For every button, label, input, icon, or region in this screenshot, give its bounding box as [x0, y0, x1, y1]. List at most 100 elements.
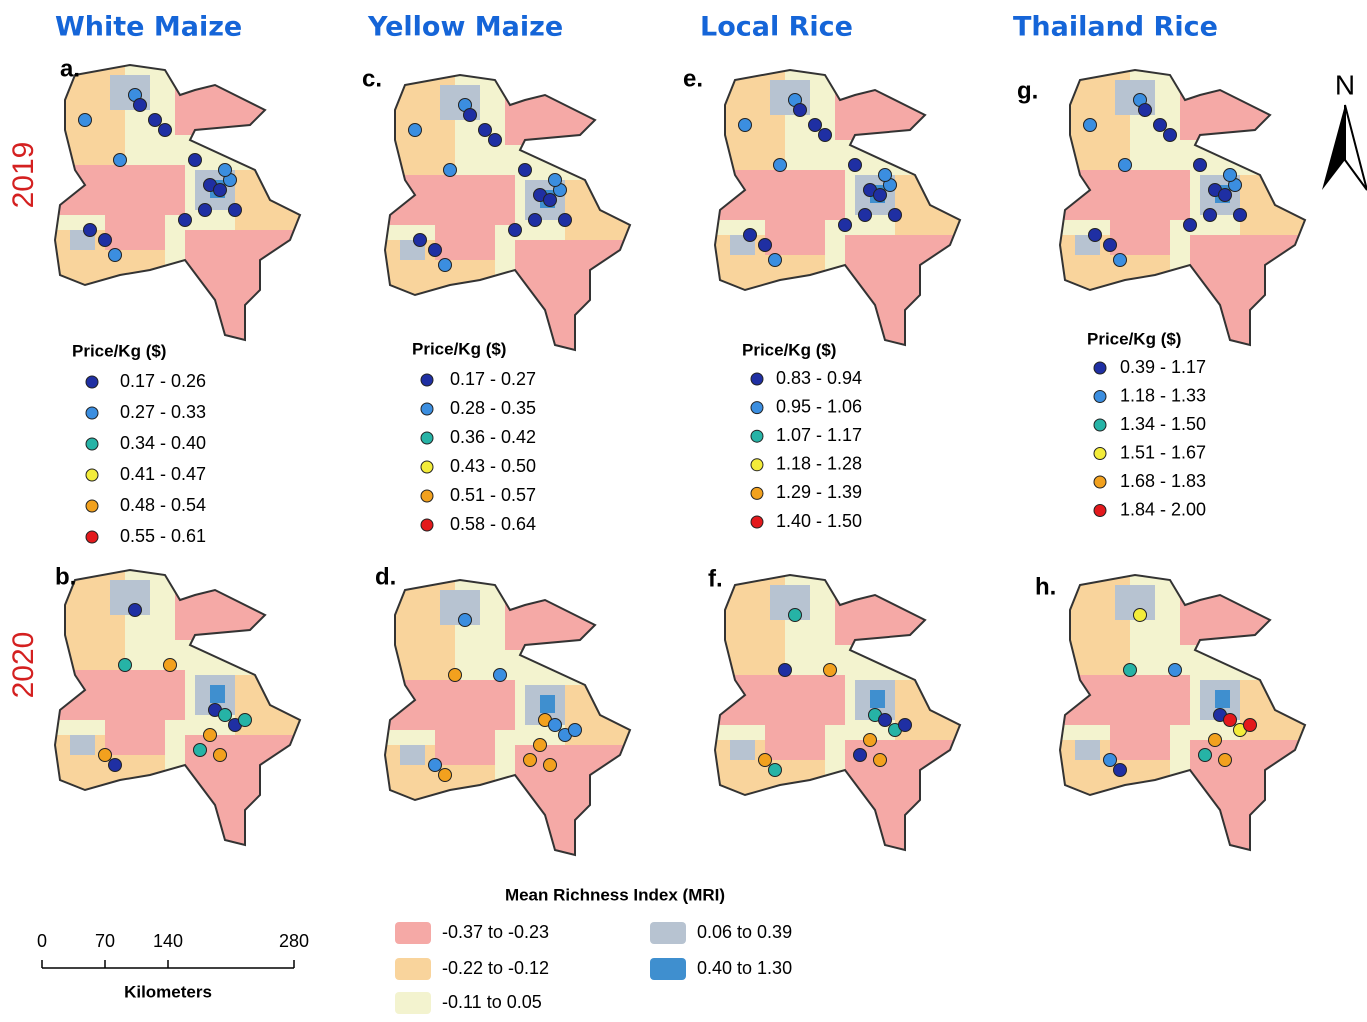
- column-title: Yellow Maize: [367, 12, 563, 43]
- market-point: [218, 708, 232, 722]
- mri-swatch: [650, 958, 686, 980]
- market-point: [758, 238, 772, 252]
- legend-item: 0.17 - 0.26: [120, 371, 206, 391]
- market-point: [238, 713, 252, 727]
- legend-dot: [750, 429, 764, 443]
- market-point: [128, 603, 142, 617]
- mri-label: -0.22 to -0.12: [442, 958, 549, 978]
- panel-label: g.: [1017, 77, 1038, 104]
- legend-item: 1.07 - 1.17: [776, 425, 862, 445]
- market-point: [438, 768, 452, 782]
- market-point: [193, 743, 207, 757]
- market-point: [428, 243, 442, 257]
- panel-label: b.: [55, 563, 76, 590]
- market-point: [158, 123, 172, 137]
- market-point: [163, 658, 177, 672]
- legend-item: 1.29 - 1.39: [776, 482, 862, 502]
- north-arrow: N: [1322, 69, 1367, 191]
- panel-label: e.: [683, 65, 703, 92]
- market-point: [1193, 158, 1207, 172]
- mri-swatch: [650, 922, 686, 944]
- market-point: [493, 668, 507, 682]
- market-point: [1233, 208, 1247, 222]
- mri-label: -0.37 to -0.23: [442, 922, 549, 942]
- market-point: [878, 168, 892, 182]
- legend-dot: [85, 375, 99, 389]
- column-title: Local Rice: [700, 12, 853, 43]
- market-point: [98, 233, 112, 247]
- legend-item: 0.58 - 0.64: [450, 514, 536, 534]
- market-point: [113, 153, 127, 167]
- market-point: [548, 173, 562, 187]
- legend-title: Price/Kg ($): [1087, 329, 1181, 348]
- panel-label: f.: [708, 565, 723, 592]
- scale-tick-label: 0: [37, 931, 47, 951]
- legend-dot: [1093, 504, 1107, 517]
- market-point: [743, 228, 757, 242]
- legend-dot: [750, 486, 764, 500]
- legend-item: 0.28 - 0.35: [450, 398, 536, 418]
- market-point: [758, 753, 772, 767]
- legend-item: 1.18 - 1.33: [1120, 385, 1206, 405]
- legend-dot: [420, 460, 434, 474]
- market-point: [1118, 158, 1132, 172]
- market-point: [818, 128, 832, 142]
- legend-dot: [1093, 390, 1107, 403]
- market-point: [488, 133, 502, 147]
- market-point: [1203, 208, 1217, 222]
- market-point: [478, 123, 492, 137]
- market-point: [1208, 733, 1222, 747]
- market-point: [1218, 753, 1232, 767]
- legend-item: 1.68 - 1.83: [1120, 471, 1206, 491]
- market-point: [1113, 253, 1127, 267]
- map: [1050, 570, 1310, 860]
- panel-label: h.: [1035, 573, 1056, 600]
- legend-dot: [750, 372, 764, 386]
- column-title: White Maize: [55, 12, 242, 43]
- map: [1050, 65, 1310, 355]
- scale-tick-label: 70: [95, 931, 115, 951]
- market-point: [1113, 763, 1127, 777]
- legend-item: 0.83 - 0.94: [776, 368, 862, 388]
- legend-item: 0.48 - 0.54: [120, 495, 206, 515]
- market-point: [438, 258, 452, 272]
- market-point: [793, 103, 807, 117]
- map: [45, 60, 305, 350]
- legend-dot: [420, 373, 434, 387]
- scale-tick-label: 140: [153, 931, 183, 951]
- map: [705, 65, 965, 355]
- market-point: [853, 748, 867, 762]
- market-point: [878, 713, 892, 727]
- market-point: [768, 253, 782, 267]
- mri-swatch: [395, 958, 431, 980]
- north-label: N: [1335, 69, 1355, 100]
- market-point: [78, 113, 92, 127]
- market-point: [1198, 748, 1212, 762]
- legend-title: Price/Kg ($): [742, 340, 836, 359]
- market-point: [873, 188, 887, 202]
- legend-item: 1.34 - 1.50: [1120, 414, 1206, 434]
- market-point: [83, 223, 97, 237]
- market-point: [1168, 663, 1182, 677]
- market-point: [768, 763, 782, 777]
- market-point: [108, 248, 122, 262]
- market-point: [1223, 713, 1237, 727]
- market-point: [788, 608, 802, 622]
- legend-item: 0.27 - 0.33: [120, 402, 206, 422]
- market-point: [1083, 118, 1097, 132]
- market-point: [148, 113, 162, 127]
- market-point: [778, 663, 792, 677]
- scale-tick-label: 280: [279, 931, 309, 951]
- market-point: [1133, 608, 1147, 622]
- panel-label: d.: [375, 563, 396, 590]
- legend-dot: [85, 406, 99, 420]
- market-point: [523, 753, 537, 767]
- market-point: [1243, 718, 1257, 732]
- market-point: [773, 158, 787, 172]
- legend-item: 1.51 - 1.67: [1120, 442, 1206, 462]
- market-point: [1153, 118, 1167, 132]
- legend-dot: [85, 468, 99, 482]
- legend-title: Price/Kg ($): [72, 341, 166, 360]
- panel-label: c.: [362, 65, 382, 92]
